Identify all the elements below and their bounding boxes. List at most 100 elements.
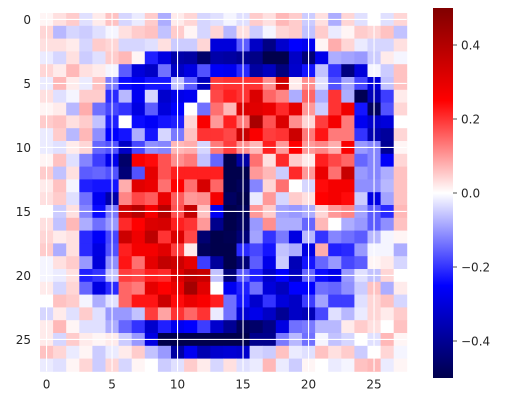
heatmap-cell [157, 38, 172, 52]
heatmap-cell [79, 166, 93, 180]
heatmap-cell [275, 217, 290, 231]
heatmap-cell [393, 256, 408, 270]
heatmap-cell [144, 217, 159, 231]
heatmap-cell [275, 51, 290, 65]
heatmap-cell [328, 345, 342, 359]
heatmap-cell [157, 320, 172, 334]
heatmap-cell [79, 89, 93, 103]
heatmap-cell [380, 25, 395, 39]
heatmap-cell [328, 179, 342, 193]
y-tick-label: 15 [16, 205, 31, 219]
heatmap-cell [118, 89, 133, 103]
heatmap-cell [66, 89, 80, 103]
heatmap-cell [92, 115, 106, 129]
heatmap-cell [341, 128, 355, 142]
heatmap-cell [354, 307, 368, 321]
heatmap-cell [210, 320, 224, 334]
heatmap-cell [66, 166, 80, 180]
heatmap-cell [157, 256, 172, 270]
heatmap-cell [328, 192, 342, 206]
heatmap-cell [262, 358, 277, 372]
heatmap-cell [118, 243, 133, 257]
heatmap-cell [341, 230, 355, 244]
heatmap-cell [53, 243, 67, 257]
heatmap-cell [380, 64, 395, 78]
heatmap-cell [328, 307, 342, 321]
heatmap-cell [66, 230, 80, 244]
heatmap-cell [118, 166, 133, 180]
heatmap-cell [131, 179, 146, 193]
heatmap-cell [223, 89, 237, 103]
heatmap-cell [210, 102, 224, 116]
heatmap-cell [53, 38, 67, 52]
heatmap-cell [157, 89, 172, 103]
heatmap-cell [118, 345, 133, 359]
heatmap-cell [53, 102, 67, 116]
heatmap-cell [315, 192, 329, 206]
heatmap-cell [315, 294, 329, 308]
heatmap-cell [341, 64, 355, 78]
heatmap-cell [315, 320, 329, 334]
heatmap-cell [197, 192, 211, 206]
heatmap-cell [275, 179, 290, 193]
heatmap-cell [92, 166, 106, 180]
heatmap-cell [66, 243, 80, 257]
heatmap-cell [66, 102, 80, 116]
heatmap-cell [157, 166, 172, 180]
heatmap-cell [79, 358, 93, 372]
heatmap-cell [144, 64, 159, 78]
heatmap-cell [262, 307, 277, 321]
heatmap-cell [315, 153, 329, 167]
heatmap-cells [40, 13, 408, 372]
heatmap-cell [315, 230, 329, 244]
heatmap-cell [66, 38, 80, 52]
heatmap-cell [197, 166, 211, 180]
heatmap-cell [210, 166, 224, 180]
heatmap-cell [144, 358, 159, 372]
heatmap-cell [210, 38, 224, 52]
heatmap-cell [249, 64, 264, 78]
heatmap-cell [92, 179, 106, 193]
heatmap-cell [380, 294, 395, 308]
heatmap-cell [393, 358, 408, 372]
heatmap-cell [262, 256, 277, 270]
heatmap-cell [288, 320, 303, 334]
heatmap-cell [157, 64, 172, 78]
heatmap-cell [157, 128, 172, 142]
heatmap-cell [249, 217, 264, 231]
heatmap-cell [131, 153, 146, 167]
colorbar-tick-label: 0.2 [461, 113, 480, 127]
colorbar-tick-label: −0.2 [461, 261, 490, 275]
heatmap-cell [92, 256, 106, 270]
x-tick-label: 25 [366, 377, 381, 391]
heatmap-cell [92, 281, 106, 295]
heatmap-cell [262, 192, 277, 206]
heatmap-cell [275, 89, 290, 103]
heatmap-cell [66, 256, 80, 270]
x-tick-label: 5 [108, 377, 116, 391]
heatmap-cell [210, 128, 224, 142]
heatmap-cell [197, 307, 211, 321]
heatmap-cell [53, 345, 67, 359]
heatmap-cell [92, 243, 106, 257]
heatmap-cell [79, 256, 93, 270]
heatmap-cell [354, 128, 368, 142]
heatmap-cell [328, 51, 342, 65]
heatmap-cell [131, 358, 146, 372]
heatmap-cell [380, 179, 395, 193]
heatmap-cell [341, 307, 355, 321]
heatmap-cell [66, 153, 80, 167]
heatmap-cell [144, 192, 159, 206]
heatmap-cell [275, 115, 290, 129]
heatmap-cell [210, 89, 224, 103]
heatmap-cell [66, 345, 80, 359]
heatmap-cell [131, 320, 146, 334]
heatmap-cell [144, 89, 159, 103]
heatmap-cell [66, 192, 80, 206]
heatmap-cell [92, 51, 106, 65]
heatmap-cell [262, 38, 277, 52]
heatmap-cell [341, 102, 355, 116]
heatmap-cell [249, 102, 264, 116]
heatmap-cell [341, 38, 355, 52]
